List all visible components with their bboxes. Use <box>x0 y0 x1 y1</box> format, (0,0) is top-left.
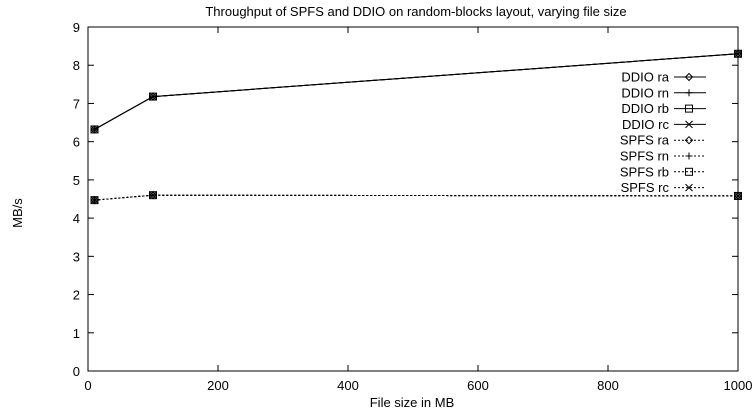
x-tick-label: 800 <box>597 378 619 393</box>
series-line-7 <box>94 194 739 201</box>
series-7 <box>90 191 742 205</box>
legend-marker-1 <box>685 89 693 97</box>
legend-label-2: DDIO rb <box>621 101 669 116</box>
legend-marker-6 <box>685 167 693 176</box>
data-point-6-0 <box>90 196 99 205</box>
legend-label-6: SPFS rb <box>620 164 669 179</box>
x-tick-label: 400 <box>337 378 359 393</box>
legend-marker-0 <box>684 72 694 82</box>
legend-marker-2 <box>685 104 693 113</box>
legend-label-5: SPFS rn <box>620 149 669 164</box>
data-point-7-2 <box>734 192 742 200</box>
y-tick-label: 2 <box>73 288 80 303</box>
x-tick-label: 600 <box>467 378 489 393</box>
y-tick-label: 9 <box>73 20 80 35</box>
data-point-6-1 <box>149 191 157 200</box>
legend-marker-5 <box>685 152 693 160</box>
x-tick-label: 1000 <box>724 378 753 393</box>
series-layer <box>90 49 743 205</box>
data-point-3-0 <box>90 125 99 134</box>
x-axis-title: File size in MB <box>370 395 455 410</box>
y-tick-label: 3 <box>73 249 80 264</box>
legend-label-7: SPFS rc <box>621 180 670 195</box>
data-point-3-2 <box>734 49 742 58</box>
ticks-layer: 0 1 2 3 4 5 6 7 8 9 0 200 400 600 800 1000 <box>73 20 753 393</box>
data-point-3-1 <box>149 92 157 101</box>
data-point-2-0 <box>90 125 99 134</box>
legend-label-1: DDIO rn <box>621 85 669 100</box>
x-tick-label: 0 <box>84 378 91 393</box>
x-tick-label: 200 <box>207 378 229 393</box>
y-tick-label: 0 <box>73 364 80 379</box>
legend-label-0: DDIO ra <box>621 70 669 85</box>
series-3 <box>90 49 742 134</box>
data-point-7-0 <box>90 196 99 205</box>
legend-marker-3 <box>685 120 693 129</box>
y-tick-label: 5 <box>73 173 80 188</box>
chart-title: Throughput of SPFS and DDIO on random-bl… <box>205 4 626 19</box>
legend-marker-4 <box>684 135 694 145</box>
legend-label-4: SPFS ra <box>620 133 670 148</box>
y-axis-title: MB/s <box>10 198 25 228</box>
y-tick-label: 4 <box>73 211 80 226</box>
y-tick-label: 1 <box>73 326 80 341</box>
y-tick-label: 8 <box>73 58 80 73</box>
data-point-7-1 <box>149 191 157 200</box>
legend-label-3: DDIO rc <box>622 117 669 132</box>
legend-marker-7 <box>685 183 693 192</box>
y-tick-label: 6 <box>73 135 80 150</box>
y-tick-label: 7 <box>73 96 80 111</box>
